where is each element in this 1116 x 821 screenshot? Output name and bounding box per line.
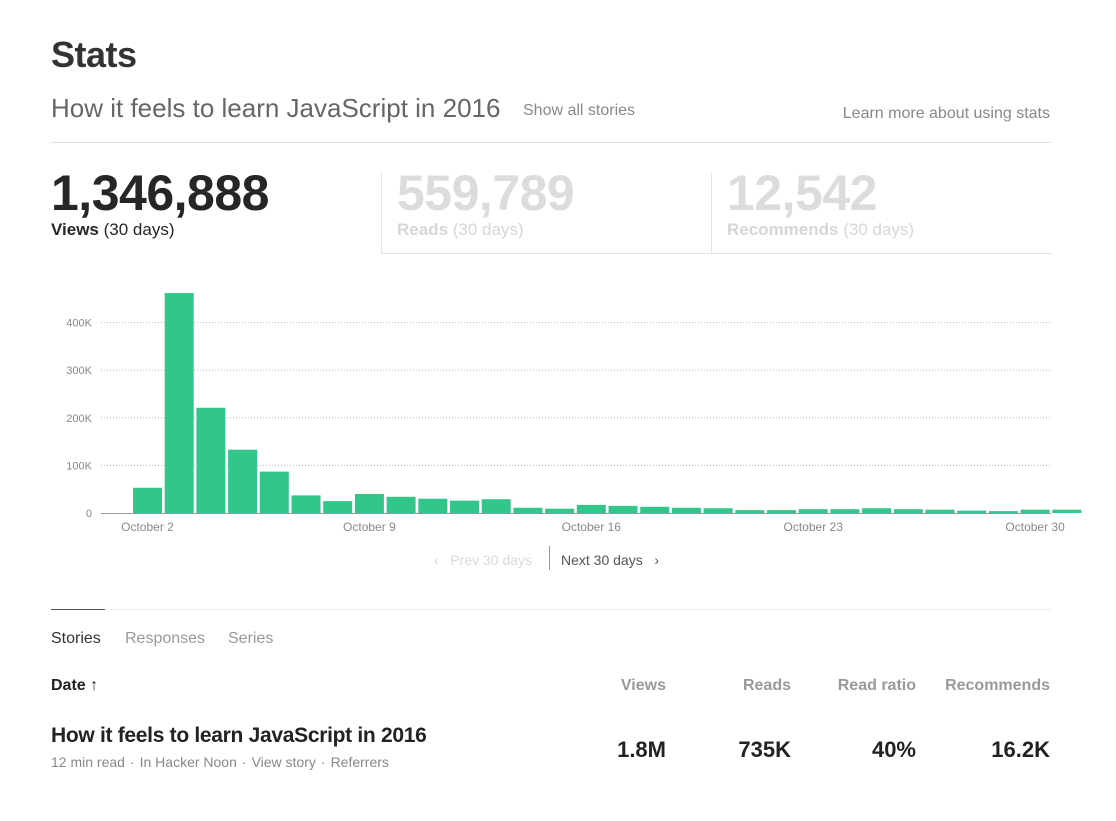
recommends-metric-box <box>711 173 1052 254</box>
y-tick-label: 100K <box>66 460 92 472</box>
chart-bar <box>830 509 860 513</box>
chart-bar <box>323 501 353 513</box>
chart-bar <box>1052 509 1082 513</box>
story-read-ratio-value: 40% <box>871 737 916 762</box>
header-divider <box>51 142 1051 143</box>
chart-bar <box>450 500 479 513</box>
chart-bar <box>133 487 162 513</box>
read-time: 12 min read <box>51 754 125 770</box>
chart-bar <box>862 508 892 513</box>
story-row-title[interactable]: How it feels to learn JavaScript in 2016 <box>51 724 427 747</box>
x-tick-label: October 30 <box>1005 520 1065 534</box>
y-tick-label: 0 <box>86 508 92 520</box>
chevron-right-icon: › <box>654 552 660 568</box>
y-tick-label: 300K <box>66 365 92 377</box>
chart-bar <box>1020 509 1050 513</box>
chart-bar <box>893 509 923 513</box>
chart-bar <box>640 506 670 513</box>
x-tick-label: October 9 <box>343 520 396 534</box>
story-reads-value: 735K <box>738 737 791 762</box>
date-column-header[interactable]: Date ↑ <box>51 677 99 694</box>
pager-divider <box>549 546 550 570</box>
chart-bar <box>545 508 575 513</box>
views-metric-value: 1,346,888 <box>51 165 269 221</box>
show-all-stories-link[interactable]: Show all stories <box>523 102 636 119</box>
view-story-link[interactable]: View story <box>251 754 316 770</box>
chart-bar <box>481 499 511 513</box>
chart-bar <box>798 509 828 513</box>
chart-bar <box>164 293 194 513</box>
chart-bar <box>291 495 321 513</box>
learn-more-link[interactable]: Learn more about using stats <box>842 105 1050 122</box>
chevron-left-icon: ‹ <box>434 552 439 568</box>
reads-metric-label: Reads (30 days) <box>397 220 524 239</box>
chart-bar <box>767 510 796 513</box>
reads-metric-box <box>381 173 712 254</box>
chart-bar <box>513 507 543 513</box>
chart-bar <box>925 509 955 513</box>
chart-bar <box>988 511 1018 513</box>
prev-30-days-button: ‹ Prev 30 days <box>434 552 533 568</box>
chart-bar <box>259 471 289 513</box>
x-tick-label: October 16 <box>562 520 622 534</box>
recommends-metric-value: 12,542 <box>727 165 877 221</box>
recommends-metric-label: Recommends (30 days) <box>727 220 915 239</box>
chart-bar <box>386 496 416 513</box>
chart-bar <box>957 510 987 513</box>
x-tick-label: October 23 <box>784 520 844 534</box>
chart-bar <box>576 504 606 513</box>
y-tick-label: 400K <box>66 318 92 330</box>
chart-bar <box>228 449 258 513</box>
chart-bar <box>671 507 701 513</box>
active-tab-indicator <box>51 609 105 610</box>
referrers-link[interactable]: Referrers <box>330 754 389 770</box>
arrow-up-icon: ↑ <box>90 677 99 694</box>
story-row-meta: 12 min read · In Hacker Noon · View story · Re… <box>51 754 389 770</box>
tab-responses[interactable]: Responses <box>125 630 206 647</box>
views-metric-label: Views (30 days) <box>51 220 175 239</box>
reads-metric-value: 559,789 <box>397 165 575 221</box>
story-title: How it feels to learn JavaScript in 2016 <box>51 93 501 123</box>
reads-metric-tab[interactable]: 559,789 Reads (30 days) <box>397 165 575 240</box>
views-metric-tab[interactable]: 1,346,888 Views (30 days) <box>51 166 269 240</box>
page-title: Stats <box>51 34 137 75</box>
reads-column-header: Reads <box>742 677 791 694</box>
read-ratio-column-header: Read ratio <box>837 677 916 694</box>
chart-bar <box>196 407 226 513</box>
chart-bar <box>354 493 384 513</box>
y-tick-label: 200K <box>66 413 92 425</box>
views-bar-chart: 0 100K 200K 300K 400K October 2 October 9 Octob… <box>66 293 1082 534</box>
story-recommends-value: 16.2K <box>991 737 1050 762</box>
x-tick-label: October 2 <box>121 520 174 534</box>
tab-stories[interactable]: Stories <box>51 630 101 647</box>
tab-series[interactable]: Series <box>228 630 274 647</box>
tabs-divider <box>51 609 1051 610</box>
recommends-metric-tab[interactable]: 12,542 Recommends (30 days) <box>727 166 914 240</box>
publication-link[interactable]: In Hacker Noon <box>139 754 237 770</box>
recommends-column-header: Recommends <box>945 677 1050 694</box>
chart-bar <box>418 498 448 513</box>
chart-bar <box>735 510 765 513</box>
chart-bar <box>703 508 733 513</box>
views-column-header: Views <box>620 677 666 694</box>
next-30-days-button[interactable]: Next 30 days › <box>561 552 660 568</box>
story-views-value: 1.8M <box>617 737 666 762</box>
chart-bar <box>608 505 638 513</box>
